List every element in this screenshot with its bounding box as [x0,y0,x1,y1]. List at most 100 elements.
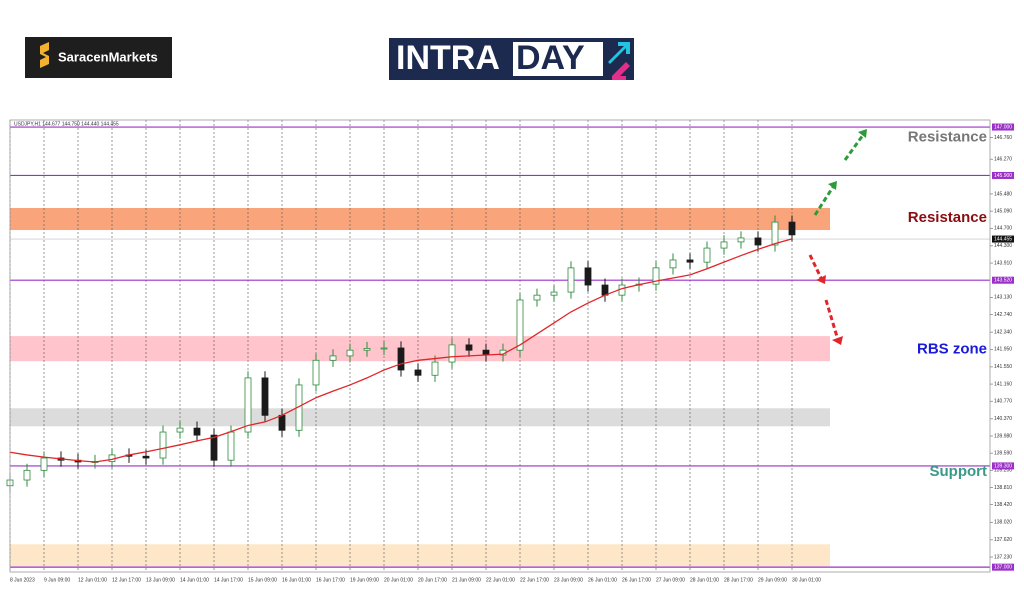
y-tick-label: 145.090 [994,208,1012,214]
candle-body [210,434,218,461]
candle-body [703,247,711,263]
level-tag [992,171,1014,179]
x-tick-label: 14 Jun 17:00 [214,577,243,583]
y-tick-label: 145.480 [994,191,1012,197]
x-tick-label: 27 Jun 09:00 [656,577,685,583]
candle-body [40,457,48,471]
candle-body [737,237,745,243]
level-tag [992,462,1014,470]
arrow-head [828,181,837,190]
candle-body [23,469,31,481]
level-label: 143.520 [994,278,1012,284]
x-tick-label: 23 Jun 09:00 [554,577,583,583]
price-label: 144.455 [994,236,1012,242]
y-tick-label: 146.270 [994,156,1012,162]
candle-body [618,284,626,296]
y-tick-label: 137.230 [994,554,1012,560]
y-tick-label: 142.340 [994,329,1012,335]
price-tag [992,235,1014,243]
x-tick-label: 26 Jun 17:00 [622,577,651,583]
y-tick-label: 139.200 [994,468,1012,474]
level-label: 145.900 [994,173,1012,179]
symbol-info: USDJPY,H1 144.677 144.750 144.440 144.45… [14,121,119,127]
candle-body [278,414,286,431]
y-tick-label: 144.300 [994,243,1012,249]
logo-text: SaracenMarkets [58,49,158,64]
y-tick-label: 142.740 [994,312,1012,318]
zone [10,544,830,567]
candle-body [159,431,167,459]
candle-body [261,377,269,416]
arrow [843,134,865,161]
y-tick-label: 137.620 [994,537,1012,543]
x-tick-label: 12 Jun 17:00 [112,577,141,583]
x-tick-label: 22 Jun 17:00 [520,577,549,583]
annotation: Support [930,463,988,480]
zone [10,336,830,362]
arrow [808,254,824,281]
y-tick-label: 139.980 [994,433,1012,439]
logo-arrow [608,42,630,64]
y-tick-label: 138.420 [994,502,1012,508]
y-tick-label: 143.130 [994,295,1012,301]
y-tick-label: 143.910 [994,260,1012,266]
x-tick-label: 28 Jun 01:00 [690,577,719,583]
y-tick-label: 146.760 [994,135,1012,141]
candle-body [380,347,388,350]
x-tick-label: 29 Jun 09:00 [758,577,787,583]
x-tick-label: 22 Jun 01:00 [486,577,515,583]
annotation: Resistance [908,129,987,146]
candle-body [567,267,575,293]
candle-body [465,344,473,351]
candle-body [754,237,762,246]
candle-body [227,431,235,461]
candle-body [142,455,150,459]
candle-body [329,355,337,361]
candle-body [244,377,252,433]
logo-text: INTRA [396,39,500,77]
plot-frame [9,119,991,573]
arrow-head [832,336,843,345]
y-tick-label: 140.770 [994,399,1012,405]
candle-body [397,347,405,371]
x-tick-label: 20 Jun 17:00 [418,577,447,583]
x-tick-label: 20 Jun 01:00 [384,577,413,583]
level-tag [992,276,1014,284]
zone [10,208,830,231]
logo-box [25,37,172,78]
candle-body [312,359,320,386]
arrow-head [858,129,867,138]
candle-body [788,221,796,236]
level-tag [992,123,1014,131]
candle-body [584,267,592,286]
x-tick-label: 30 Jun 01:00 [792,577,821,583]
candle-body [686,259,694,263]
x-tick-label: 9 Jun 09:00 [44,577,70,583]
x-tick-label: 28 Jun 17:00 [724,577,753,583]
logo-icon [40,42,49,68]
candle-body [652,267,660,285]
x-tick-label: 15 Jun 09:00 [248,577,277,583]
x-tick-label: 14 Jun 01:00 [180,577,209,583]
candle-body [720,241,728,249]
level-label: 137.000 [994,564,1012,570]
x-tick-label: 21 Jun 09:00 [452,577,481,583]
candle-body [193,427,201,436]
zone [10,408,830,427]
level-label: 139.300 [994,463,1012,469]
logo-arrow [612,62,630,80]
arrow [813,186,835,216]
logo-box [513,42,603,76]
candle-body [176,427,184,433]
y-tick-label: 139.590 [994,450,1012,456]
candle-body [771,221,779,246]
level-label: 147.000 [994,124,1012,130]
arrows [808,129,867,345]
plot [6,120,990,572]
x-tick-label: 13 Jun 09:00 [146,577,175,583]
y-tick-label: 140.370 [994,416,1012,422]
arrow-head [816,275,826,284]
candle-body [414,369,422,376]
y-tick-label: 141.550 [994,364,1012,370]
